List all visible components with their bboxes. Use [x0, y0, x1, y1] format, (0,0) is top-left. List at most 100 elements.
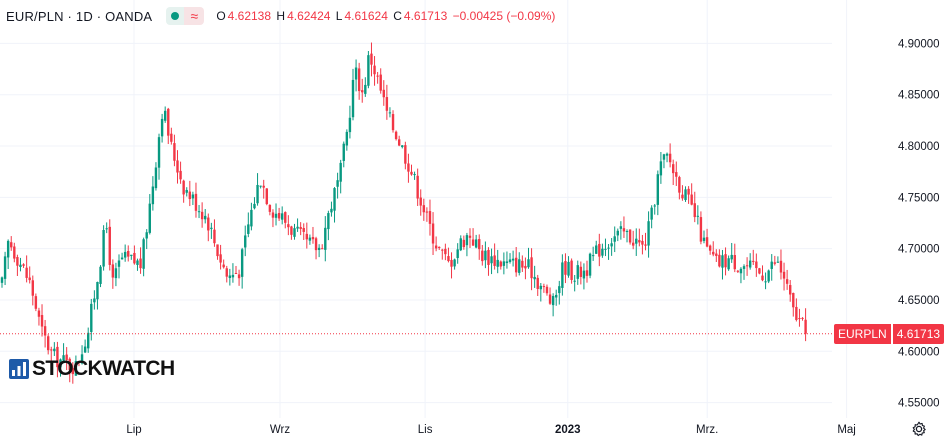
candle-body	[462, 239, 466, 248]
candle-body	[474, 239, 478, 248]
candle-body	[755, 261, 758, 269]
candle-body	[145, 232, 148, 239]
candle-body	[71, 368, 75, 375]
candle-body	[367, 55, 370, 86]
candle-body	[391, 114, 395, 131]
chart-grid	[0, 0, 848, 418]
candle-body	[638, 240, 641, 243]
settings-gear-icon[interactable]	[911, 421, 927, 437]
candle-body	[142, 239, 145, 269]
candle-body	[801, 317, 804, 319]
candle-body	[425, 211, 429, 213]
candle-body	[484, 250, 487, 261]
candle-body	[410, 171, 413, 175]
candle-body	[613, 236, 616, 242]
candle-body	[438, 246, 441, 248]
candle-body	[736, 270, 740, 272]
candle-body	[93, 298, 96, 303]
candle-body	[588, 253, 592, 276]
candle-body	[284, 212, 287, 223]
candle-body	[321, 248, 324, 250]
candle-body	[210, 227, 213, 229]
candle-body	[665, 153, 669, 156]
candle-body	[308, 237, 312, 241]
candle-body	[207, 217, 210, 231]
candle-body	[601, 248, 604, 256]
candle-body	[508, 259, 512, 262]
candle-body	[748, 260, 752, 268]
chart-legend: EUR/PLN · 1D · OANDA ≈ O 4.62138 H 4.62424…	[6, 6, 557, 26]
candle-body	[625, 231, 629, 233]
candle-body	[542, 286, 546, 288]
candle-body	[216, 244, 219, 257]
candle-body	[90, 303, 93, 332]
candle-body	[256, 184, 259, 204]
candle-body	[641, 240, 644, 245]
status-pill[interactable]: ≈	[166, 7, 205, 25]
candle-body	[582, 270, 586, 279]
x-axis: Lip Wrz Lis 2023 Mrz. Maj	[126, 424, 856, 436]
candle-body	[428, 211, 432, 224]
candle-body	[653, 205, 656, 207]
candle-body	[413, 174, 416, 176]
candle-body	[339, 162, 342, 182]
candle-body	[87, 332, 90, 349]
candle-body	[558, 286, 561, 294]
y-tick-label: 4.75000	[898, 192, 940, 204]
candle-body	[789, 285, 792, 295]
candle-body	[595, 245, 598, 254]
candle-body	[712, 251, 715, 255]
candle-body	[490, 256, 493, 264]
candle-body	[622, 228, 626, 232]
candle-body	[619, 226, 623, 229]
candle-body	[96, 281, 99, 300]
candle-body	[53, 348, 56, 352]
candle-body	[370, 53, 373, 65]
candle-body	[133, 252, 136, 264]
y-tick-label: 4.90000	[898, 38, 940, 50]
candle-body	[419, 197, 422, 206]
candle-body	[465, 235, 469, 246]
candle-body	[167, 108, 170, 136]
candle-body	[163, 110, 167, 121]
candle-body	[50, 349, 53, 351]
y-tick-label: 4.65000	[898, 295, 940, 307]
candle-body	[804, 319, 807, 334]
candle-body	[502, 261, 506, 266]
candle-body	[299, 226, 302, 229]
candle-body	[31, 280, 34, 296]
candle-body	[610, 243, 613, 247]
candle-body	[758, 268, 761, 274]
candle-body	[444, 248, 447, 255]
candle-body	[354, 67, 358, 80]
candle-body	[265, 188, 268, 205]
high-value: 4.62424	[287, 9, 331, 23]
stockwatch-logo-icon	[9, 359, 29, 379]
candle-body	[0, 277, 4, 283]
delayed-data-icon: ≈	[184, 7, 205, 25]
candle-body	[514, 257, 518, 273]
candle-body	[456, 249, 459, 259]
candle-body	[684, 189, 687, 201]
candle-body	[219, 254, 222, 263]
candle-body	[742, 266, 746, 269]
candle-body	[333, 188, 336, 211]
candle-body	[317, 247, 321, 250]
candle-body	[527, 259, 530, 268]
symbol-title[interactable]: EUR/PLN · 1D · OANDA	[6, 8, 153, 24]
candle-body	[727, 258, 730, 270]
candle-body	[770, 261, 773, 269]
candle-body	[785, 279, 789, 284]
candle-body	[311, 237, 315, 240]
candle-body	[222, 264, 225, 268]
candle-body	[779, 260, 783, 273]
candle-body	[675, 172, 678, 177]
candle-body	[397, 139, 401, 146]
candle-body	[357, 68, 361, 92]
candle-body	[662, 154, 666, 160]
candle-body	[521, 260, 524, 268]
candle-body	[197, 211, 201, 213]
candle-body	[493, 255, 496, 266]
candle-body	[530, 257, 533, 279]
